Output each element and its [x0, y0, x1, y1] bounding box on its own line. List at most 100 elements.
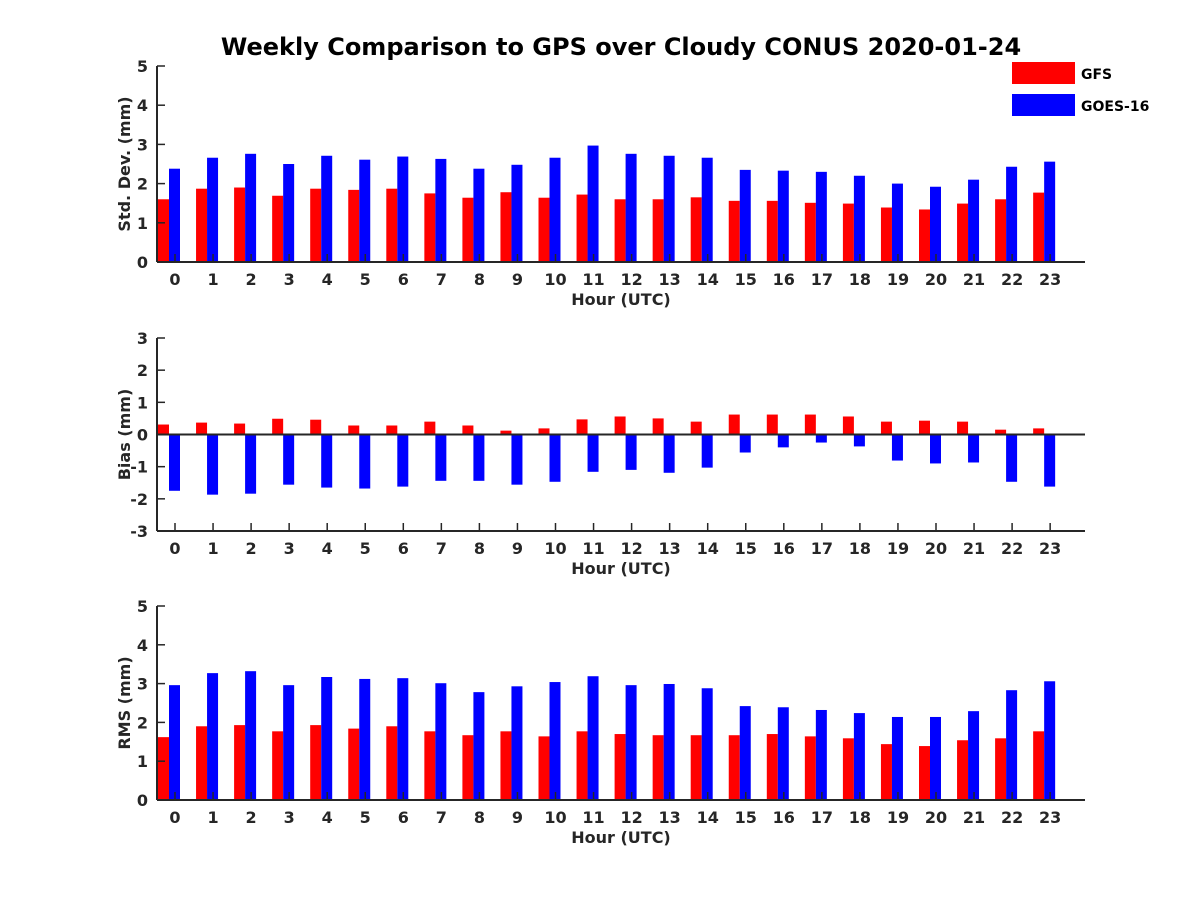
bar-gfs-2 — [234, 187, 246, 262]
y-tick-label: 3 — [137, 675, 148, 694]
bar-goes-16-19 — [891, 434, 903, 461]
bar-gfs-18 — [842, 203, 854, 262]
x-tick-label: 18 — [849, 808, 871, 827]
bar-gfs-5 — [348, 189, 360, 262]
legend-swatch-gfs — [1012, 62, 1075, 84]
y-tick-label: 1 — [137, 393, 148, 412]
bar-gfs-21 — [957, 421, 969, 435]
bar-goes-16-20 — [930, 434, 941, 464]
y-tick-label: -1 — [130, 458, 148, 477]
bar-gfs-9 — [500, 731, 512, 800]
bar-gfs-22 — [995, 199, 1007, 262]
bar-goes-16-10 — [549, 682, 561, 800]
bar-goes-16-2 — [245, 434, 257, 494]
bar-goes-16-8 — [473, 168, 485, 262]
bar-gfs-20 — [919, 746, 930, 800]
x-tick-label: 18 — [849, 539, 871, 558]
bar-goes-16-13 — [663, 155, 675, 262]
bar-goes-16-23 — [1044, 161, 1056, 262]
bar-goes-16-9 — [511, 164, 523, 262]
bar-goes-16-18 — [853, 713, 865, 800]
x-tick-label: 3 — [284, 270, 295, 289]
x-tick-label: 4 — [322, 270, 333, 289]
bar-gfs-23 — [1033, 428, 1045, 435]
bar-gfs-15 — [728, 414, 740, 435]
bar-gfs-10 — [538, 197, 550, 262]
bar-gfs-0 — [158, 424, 169, 435]
bar-goes-16-0 — [169, 434, 180, 491]
x-tick-label: 11 — [582, 539, 604, 558]
x-tick-label: 22 — [1001, 808, 1023, 827]
x-tick-label: 2 — [246, 270, 257, 289]
bar-gfs-13 — [652, 199, 664, 262]
legend-label: GFS — [1081, 67, 1112, 83]
bar-goes-16-12 — [625, 685, 637, 800]
bar-goes-16-19 — [891, 716, 903, 800]
bar-gfs-20 — [919, 420, 930, 435]
bar-goes-16-6 — [397, 434, 409, 487]
x-tick-label: 16 — [773, 808, 795, 827]
x-tick-label: 6 — [398, 270, 409, 289]
x-tick-label: 21 — [963, 539, 985, 558]
x-tick-label: 19 — [887, 808, 909, 827]
bar-goes-16-14 — [701, 688, 713, 800]
bar-gfs-9 — [500, 192, 512, 262]
x-tick-label: 14 — [697, 270, 719, 289]
x-tick-label: 9 — [512, 808, 523, 827]
bar-gfs-23 — [1033, 192, 1045, 262]
bar-gfs-3 — [272, 195, 284, 262]
x-axis-label: Hour (UTC) — [571, 559, 671, 578]
legend-swatch-goes-16 — [1012, 94, 1075, 116]
x-tick-label: 17 — [811, 539, 833, 558]
chart-title: Weekly Comparison to GPS over Cloudy CON… — [221, 33, 1021, 61]
x-tick-label: 9 — [512, 270, 523, 289]
y-tick-label: 2 — [137, 713, 148, 732]
y-tick-label: 2 — [137, 175, 148, 194]
y-tick-label: -2 — [130, 490, 148, 509]
bar-gfs-21 — [957, 740, 969, 800]
x-tick-label: 8 — [474, 270, 485, 289]
bar-gfs-7 — [424, 421, 436, 435]
bar-goes-16-3 — [283, 434, 295, 485]
x-tick-label: 14 — [697, 539, 719, 558]
y-tick-label: 3 — [137, 135, 148, 154]
x-tick-label: 10 — [544, 808, 566, 827]
bar-gfs-15 — [728, 735, 740, 800]
bar-goes-16-13 — [663, 434, 675, 473]
x-tick-label: 11 — [582, 808, 604, 827]
bar-goes-16-9 — [511, 434, 523, 485]
y-tick-label: 5 — [137, 597, 148, 616]
bar-goes-16-16 — [777, 434, 789, 448]
bar-goes-16-7 — [435, 158, 447, 262]
bar-goes-16-14 — [701, 434, 713, 468]
bar-gfs-2 — [234, 423, 246, 435]
bar-gfs-12 — [614, 199, 626, 262]
bar-gfs-4 — [310, 725, 322, 800]
bar-goes-16-4 — [321, 434, 333, 488]
x-tick-label: 7 — [436, 539, 447, 558]
bar-goes-16-18 — [853, 434, 865, 447]
bar-goes-16-1 — [207, 434, 219, 495]
x-tick-label: 15 — [735, 808, 757, 827]
bar-goes-16-16 — [777, 707, 789, 800]
bar-goes-16-19 — [891, 183, 903, 262]
bar-goes-16-4 — [321, 155, 333, 262]
y-tick-label: 2 — [137, 361, 148, 380]
legend-label: GOES-16 — [1081, 99, 1149, 115]
bar-gfs-5 — [348, 425, 360, 435]
y-tick-label: -3 — [130, 522, 148, 541]
y-tick-label: 1 — [137, 214, 148, 233]
x-tick-label: 13 — [659, 270, 681, 289]
bar-gfs-22 — [995, 429, 1007, 435]
x-tick-label: 2 — [246, 539, 257, 558]
bar-gfs-14 — [690, 197, 702, 262]
bar-gfs-14 — [690, 421, 702, 435]
bar-gfs-1 — [196, 726, 208, 800]
bar-goes-16-15 — [739, 706, 751, 800]
bar-goes-16-13 — [663, 683, 675, 800]
bar-gfs-18 — [842, 738, 854, 800]
x-tick-label: 4 — [322, 539, 333, 558]
bar-goes-16-6 — [397, 678, 409, 800]
